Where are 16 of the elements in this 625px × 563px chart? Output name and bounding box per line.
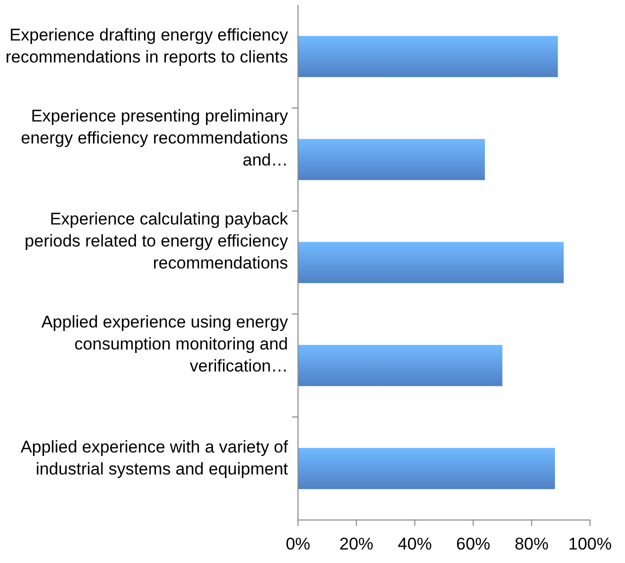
bar xyxy=(298,36,558,78)
y-tick-label: Experience drafting energy efficiency recommendations in reports to clients xyxy=(5,26,288,66)
bar xyxy=(298,344,502,386)
x-tick-label: 100% xyxy=(568,534,612,554)
x-tick-label: 0% xyxy=(286,534,310,554)
y-tick-label: Experience presenting preliminary energy efficiency recommendations and… xyxy=(20,106,288,170)
bar xyxy=(298,242,564,284)
x-tick-label: 80% xyxy=(514,534,549,554)
x-tick-label: 40% xyxy=(398,534,432,554)
y-tick-label: Applied experience using energy consumption monitoring and verification… xyxy=(41,312,288,376)
x-tick-label: 20% xyxy=(339,534,374,554)
bar xyxy=(298,138,485,180)
y-tick-label: Experience calculating payback periods related to energy efficiency recommendations xyxy=(24,210,288,272)
y-tick-label: Applied experience with a variety of industrial systems and equipment xyxy=(20,438,288,478)
x-tick-label: 60% xyxy=(456,534,490,554)
bar xyxy=(298,448,555,490)
